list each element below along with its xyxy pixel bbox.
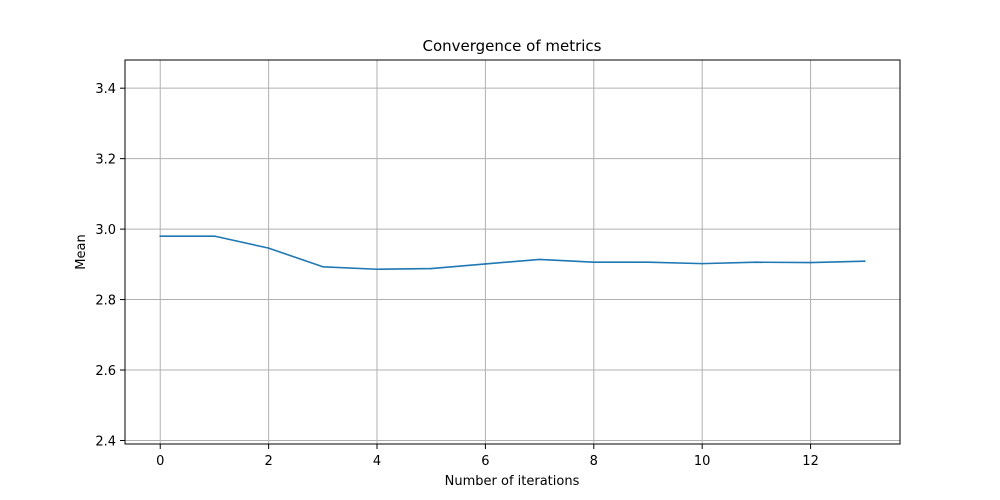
chart-title: Convergence of metrics <box>422 37 601 55</box>
data-point <box>267 247 270 249</box>
y-tick-label: 2.8 <box>95 294 116 309</box>
data-point <box>484 263 487 265</box>
data-point <box>538 258 541 261</box>
y-tick-label: 2.6 <box>95 364 116 379</box>
data-point <box>592 261 595 264</box>
x-tick-label: 8 <box>590 454 598 469</box>
x-axis-label: Number of iterations <box>445 474 580 489</box>
y-tick-label: 3.0 <box>95 223 116 238</box>
data-point <box>701 262 703 265</box>
y-tick-label: 2.4 <box>95 434 116 449</box>
y-tick-label: 3.4 <box>95 82 116 97</box>
data-point <box>863 260 866 262</box>
series-layer <box>159 235 866 271</box>
x-tick-label: 4 <box>373 454 381 469</box>
x-tick-label: 2 <box>264 454 272 469</box>
grid-lines <box>125 60 900 444</box>
data-point <box>755 261 758 264</box>
y-axis: 2.4 2.6 2.8 3.0 3.2 3.4 <box>95 82 125 449</box>
data-point <box>322 265 324 268</box>
data-point <box>213 235 216 237</box>
data-point <box>376 268 378 271</box>
data-point <box>809 261 812 264</box>
y-tick-label: 3.2 <box>95 153 116 168</box>
data-point <box>159 235 162 237</box>
series-line-0 <box>159 235 866 271</box>
x-tick-label: 0 <box>156 454 164 469</box>
y-axis-label: Mean <box>74 234 89 269</box>
x-tick-label: 6 <box>481 454 489 469</box>
x-tick-label: 10 <box>694 454 711 469</box>
x-tick-label: 12 <box>802 454 819 469</box>
plot-frame <box>124 59 901 445</box>
data-point <box>430 267 433 270</box>
data-point <box>647 261 649 264</box>
x-axis: 0 2 4 6 8 10 12 <box>156 444 819 469</box>
